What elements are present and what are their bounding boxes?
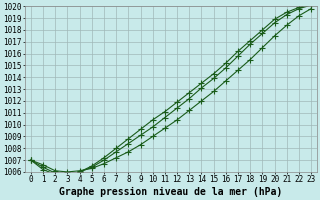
X-axis label: Graphe pression niveau de la mer (hPa): Graphe pression niveau de la mer (hPa) — [60, 187, 283, 197]
